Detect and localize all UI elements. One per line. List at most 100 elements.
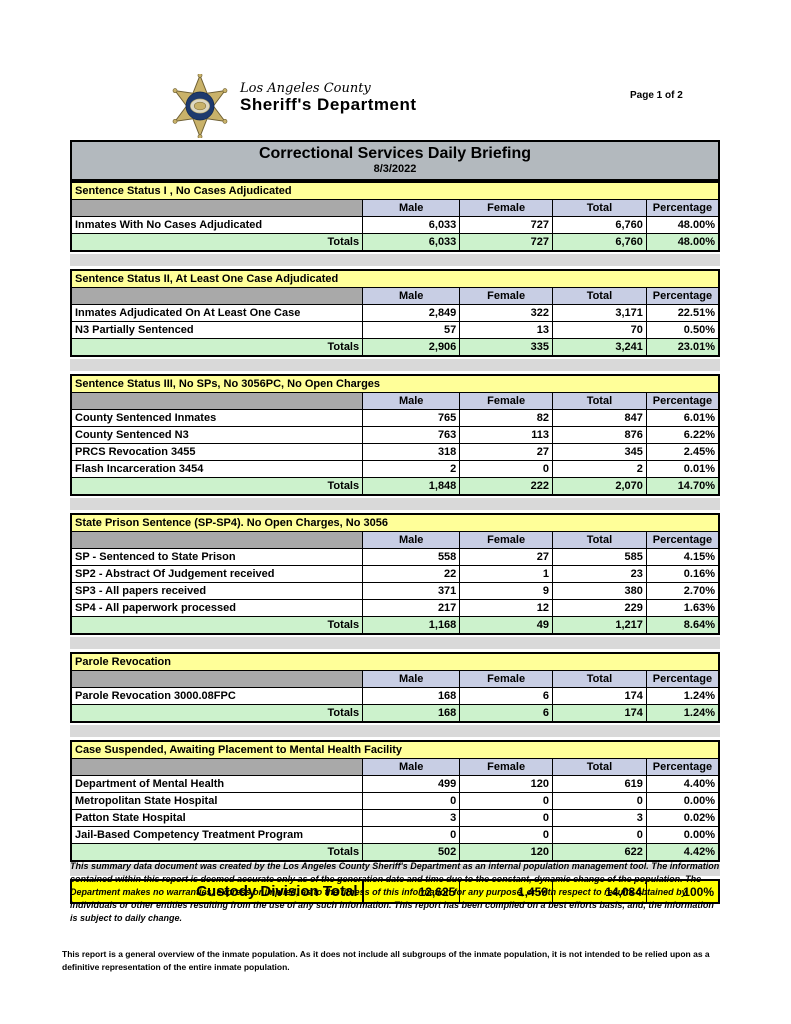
column-header-percentage: Percentage bbox=[645, 199, 720, 217]
column-header-male: Male bbox=[362, 670, 461, 688]
row-value: 0 bbox=[362, 792, 461, 810]
row-label: Parole Revocation 3000.08FPC bbox=[70, 687, 364, 705]
row-value: 4.15% bbox=[645, 548, 720, 566]
data-row: Parole Revocation 3000.08FPC 168 6 174 1.24% bbox=[70, 687, 720, 705]
section-title: Sentence Status II, At Least One Case Ad… bbox=[70, 269, 720, 288]
row-value: 3 bbox=[362, 809, 461, 827]
row-label: Jail-Based Competency Treatment Program bbox=[70, 826, 364, 844]
data-row: PRCS Revocation 3455 318 27 345 2.45% bbox=[70, 443, 720, 461]
row-label: Inmates Adjudicated On At Least One Case bbox=[70, 304, 364, 322]
letterhead: Los Angeles County Sheriff's Department bbox=[168, 74, 417, 138]
custody-division-total-table: Custody Division Total 12,625 1,459 14,0… bbox=[70, 879, 720, 904]
row-value: 70 bbox=[551, 321, 647, 339]
row-value: 318 bbox=[362, 443, 461, 461]
row-value: 1.63% bbox=[645, 599, 720, 617]
totals-value: 4.42% bbox=[645, 843, 720, 862]
column-header-row: Male Female Total Percentage bbox=[70, 758, 720, 776]
section-spacer bbox=[70, 498, 720, 510]
row-value: 0.02% bbox=[645, 809, 720, 827]
totals-value: 2,906 bbox=[362, 338, 461, 357]
row-label: N3 Partially Sentenced bbox=[70, 321, 364, 339]
data-row: County Sentenced Inmates 765 82 847 6.01% bbox=[70, 409, 720, 427]
row-value: 727 bbox=[459, 216, 553, 234]
row-value: 174 bbox=[551, 687, 647, 705]
section-spacer bbox=[70, 637, 720, 649]
row-value: 0 bbox=[551, 792, 647, 810]
grand-total-male: 12,625 bbox=[362, 879, 461, 904]
row-value: 6.22% bbox=[645, 426, 720, 444]
totals-value: 6,760 bbox=[551, 233, 647, 252]
data-row: Inmates Adjudicated On At Least One Case… bbox=[70, 304, 720, 322]
section-title: Case Suspended, Awaiting Placement to Me… bbox=[70, 740, 720, 759]
totals-value: 502 bbox=[362, 843, 461, 862]
totals-value: 8.64% bbox=[645, 616, 720, 635]
totals-value: 1,168 bbox=[362, 616, 461, 635]
row-value: 27 bbox=[459, 443, 553, 461]
column-header-female: Female bbox=[459, 670, 553, 688]
totals-row: Totals 168 6 174 1.24% bbox=[70, 704, 720, 723]
row-value: 2.70% bbox=[645, 582, 720, 600]
report-title: Correctional Services Daily Briefing bbox=[258, 145, 532, 162]
row-value: 499 bbox=[362, 775, 461, 793]
totals-value: 48.00% bbox=[645, 233, 720, 252]
totals-row: Totals 1,168 49 1,217 8.64% bbox=[70, 616, 720, 635]
column-header-percentage: Percentage bbox=[645, 758, 720, 776]
column-header-percentage: Percentage bbox=[645, 287, 720, 305]
grand-total-total: 14,084 bbox=[551, 879, 647, 904]
totals-row: Totals 502 120 622 4.42% bbox=[70, 843, 720, 862]
sections-container: Sentence Status I , No Cases Adjudicated… bbox=[70, 181, 720, 876]
row-value: 4.40% bbox=[645, 775, 720, 793]
section-title: Sentence Status III, No SPs, No 3056PC, … bbox=[70, 374, 720, 393]
column-header-row: Male Female Total Percentage bbox=[70, 531, 720, 549]
row-value: 585 bbox=[551, 548, 647, 566]
column-header-female: Female bbox=[459, 392, 553, 410]
section-spacer bbox=[70, 864, 720, 876]
totals-label: Totals bbox=[70, 616, 364, 635]
row-label: SP4 - All paperwork processed bbox=[70, 599, 364, 617]
column-header-total: Total bbox=[551, 758, 647, 776]
row-value: 380 bbox=[551, 582, 647, 600]
brand-department: Sheriff's Department bbox=[240, 95, 417, 114]
row-value: 0.00% bbox=[645, 826, 720, 844]
row-value: 82 bbox=[459, 409, 553, 427]
row-label: SP3 - All papers received bbox=[70, 582, 364, 600]
column-header-blank bbox=[70, 758, 364, 776]
row-value: 229 bbox=[551, 599, 647, 617]
totals-label: Totals bbox=[70, 843, 364, 862]
data-row: Inmates With No Cases Adjudicated 6,033 72… bbox=[70, 216, 720, 234]
totals-row: Totals 2,906 335 3,241 23.01% bbox=[70, 338, 720, 357]
column-header-blank bbox=[70, 531, 364, 549]
row-label: SP - Sentenced to State Prison bbox=[70, 548, 364, 566]
row-value: 6 bbox=[459, 687, 553, 705]
row-value: 0 bbox=[459, 809, 553, 827]
sheriff-star-badge-icon bbox=[172, 74, 228, 138]
brand-county: Los Angeles County bbox=[240, 81, 371, 96]
totals-value: 6 bbox=[459, 704, 553, 723]
column-header-total: Total bbox=[551, 392, 647, 410]
totals-value: 174 bbox=[551, 704, 647, 723]
row-value: 371 bbox=[362, 582, 461, 600]
column-header-female: Female bbox=[459, 758, 553, 776]
grand-total-label: Custody Division Total bbox=[70, 879, 364, 904]
data-row: SP - Sentenced to State Prison 558 27 585 4.… bbox=[70, 548, 720, 566]
row-value: 120 bbox=[459, 775, 553, 793]
footnote-text: This report is a general overview of the… bbox=[62, 949, 710, 972]
data-row: Patton State Hospital 3 0 3 0.02% bbox=[70, 809, 720, 827]
row-value: 2.45% bbox=[645, 443, 720, 461]
row-value: 847 bbox=[551, 409, 647, 427]
row-value: 0 bbox=[459, 826, 553, 844]
column-header-total: Total bbox=[551, 531, 647, 549]
data-row: SP3 - All papers received 371 9 380 2.70% bbox=[70, 582, 720, 600]
totals-label: Totals bbox=[70, 477, 364, 496]
row-value: 57 bbox=[362, 321, 461, 339]
column-header-percentage: Percentage bbox=[645, 531, 720, 549]
column-header-row: Male Female Total Percentage bbox=[70, 199, 720, 217]
totals-value: 3,241 bbox=[551, 338, 647, 357]
row-value: 22 bbox=[362, 565, 461, 583]
page-number: Page 1 of 2 bbox=[630, 90, 683, 101]
totals-value: 1,848 bbox=[362, 477, 461, 496]
row-value: 9 bbox=[459, 582, 553, 600]
column-header-female: Female bbox=[459, 287, 553, 305]
totals-label: Totals bbox=[70, 704, 364, 723]
